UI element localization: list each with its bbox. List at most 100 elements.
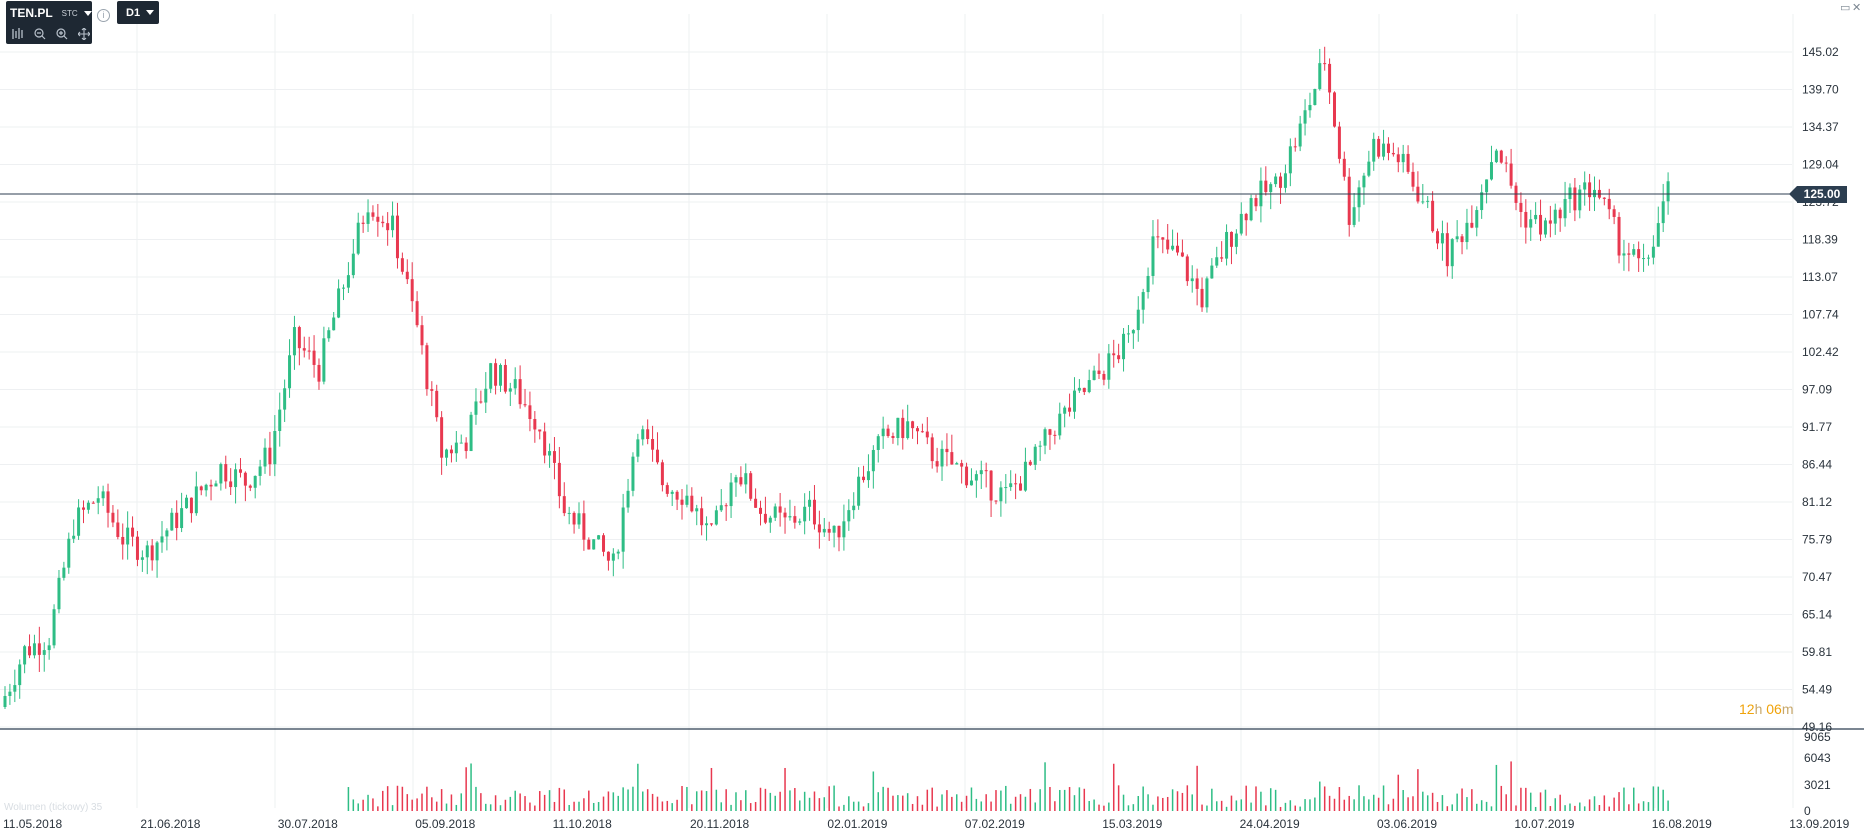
volume-bar [627, 789, 629, 811]
candle-body [695, 508, 699, 512]
volume-bar [1662, 789, 1664, 811]
candle-body [837, 525, 841, 538]
chart-type-icon[interactable] [10, 27, 26, 41]
candle-body [283, 388, 287, 410]
volume-bar [740, 800, 742, 811]
candle-body [1347, 176, 1351, 225]
volume-bar [1103, 805, 1105, 811]
candle-body [705, 523, 709, 526]
volume-bar [946, 790, 948, 811]
close-icon[interactable]: ✕ [1852, 2, 1862, 14]
volume-bar [455, 804, 458, 811]
candle-body [170, 512, 174, 531]
candle-body [675, 491, 679, 500]
volume-bar [382, 790, 384, 811]
volume-indicator-label[interactable]: Wolumen (tickowy) 35 [4, 802, 103, 813]
candle-body [1578, 189, 1582, 211]
candle-body [1239, 213, 1243, 234]
volume-bar [1446, 806, 1449, 811]
volume-bar [421, 793, 423, 811]
volume-bar [1358, 785, 1360, 811]
price-axis[interactable]: 145.02139.70134.37129.04123.72118.39113.… [1802, 45, 1839, 734]
info-icon[interactable]: i [97, 9, 110, 22]
candle-body [440, 417, 444, 458]
volume-bar [970, 787, 973, 811]
price-tick-label: 107.74 [1802, 308, 1839, 322]
volume-bar [509, 796, 512, 811]
volume-bar [1583, 806, 1586, 811]
minimize-icon[interactable]: ▭ [1840, 2, 1851, 14]
candle-body [1166, 239, 1170, 250]
candle-body [1205, 278, 1209, 308]
symbol-selector[interactable]: TEN.PL STC [6, 1, 92, 25]
candle-body [135, 536, 139, 560]
candle-body [979, 470, 983, 475]
candle-body [405, 271, 409, 280]
zoom-out-icon[interactable] [32, 27, 48, 41]
volume-bar [872, 771, 875, 811]
volume-bar [489, 804, 492, 811]
volume-bar [1534, 806, 1537, 811]
volume-bar [1431, 792, 1434, 811]
candle-body [945, 448, 949, 453]
volume-bar [1529, 792, 1532, 811]
candle-body [361, 222, 365, 224]
candle-body [616, 551, 620, 554]
candle-body [425, 345, 429, 390]
volume-bar [1005, 785, 1007, 811]
volume-bar [563, 789, 566, 811]
volume-bar [1014, 796, 1017, 811]
timeframe-selector[interactable]: D1 [117, 1, 159, 24]
volume-bar [1260, 791, 1262, 811]
candle-body [955, 463, 959, 465]
candle-body [925, 431, 929, 438]
date-axis[interactable]: 11.05.2018 21.06.2018 30.07.2018 05.09.2018… [3, 817, 1850, 831]
volume-bar [1289, 800, 1292, 811]
volume-bar [1574, 805, 1576, 811]
volume-bar [367, 794, 369, 811]
volume-bar [1544, 789, 1547, 811]
candle-body [862, 476, 866, 481]
volume-bar [440, 789, 443, 811]
move-icon[interactable] [76, 27, 92, 41]
volume-bar [887, 787, 889, 811]
candle-body [469, 414, 473, 452]
volume-bar [1407, 797, 1409, 811]
candle-body [376, 216, 380, 222]
candle-body [1136, 309, 1140, 331]
candle-body [1342, 158, 1346, 177]
volume-bar [1485, 801, 1488, 811]
volume-bar [1495, 764, 1498, 811]
candle-body [1475, 210, 1479, 228]
volume-bar [1451, 804, 1453, 811]
candle-body [1622, 253, 1626, 256]
candle-body [1470, 222, 1474, 228]
candle-body [641, 429, 645, 440]
candle-body [915, 428, 919, 432]
candle-body [1426, 200, 1430, 202]
zoom-in-icon[interactable] [54, 27, 70, 41]
candle-body [67, 538, 71, 568]
volume-bar [671, 803, 673, 811]
candle-body [1102, 373, 1106, 380]
volume-bar [1024, 796, 1027, 811]
volume-bar [1417, 769, 1419, 811]
candle-body [548, 451, 552, 456]
volume-bar [951, 796, 953, 811]
candle-body [1048, 429, 1052, 435]
candle-body [592, 539, 596, 550]
volume-bar [538, 791, 541, 811]
candle-body [999, 487, 1003, 502]
candle-body [1288, 146, 1292, 174]
volume-bar [1338, 787, 1341, 811]
volume-bar [1250, 802, 1252, 811]
volume-bar [426, 786, 428, 811]
volume-bar [828, 786, 830, 811]
volume-bar [1476, 803, 1478, 811]
volume-bar [803, 791, 806, 811]
candle-body [857, 476, 861, 506]
volume-bar [1054, 801, 1056, 811]
volume-bar [661, 801, 664, 811]
candle-body [1421, 201, 1425, 203]
